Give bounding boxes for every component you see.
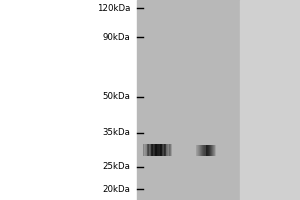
Bar (144, 144, 145, 156)
Bar (145, 144, 146, 156)
Bar (210, 145, 211, 156)
Bar (156, 144, 157, 156)
Bar (206, 145, 207, 156)
Bar (170, 144, 171, 156)
Bar (165, 144, 166, 156)
Bar (205, 145, 206, 156)
Bar (157, 144, 158, 156)
Bar (164, 144, 165, 156)
Bar (202, 145, 203, 156)
Bar (209, 145, 210, 156)
Text: 35kDa: 35kDa (103, 128, 130, 137)
Bar (203, 145, 204, 156)
Bar (208, 145, 209, 156)
Bar (143, 144, 144, 156)
Bar (213, 145, 214, 156)
Bar (163, 144, 164, 156)
Text: 90kDa: 90kDa (103, 33, 130, 42)
Bar (203, 145, 204, 156)
Bar (154, 144, 155, 156)
Bar (158, 144, 159, 156)
Bar (148, 144, 149, 156)
Bar (214, 145, 215, 156)
Bar (159, 144, 160, 156)
Text: 25kDa: 25kDa (103, 162, 130, 171)
Bar (161, 144, 162, 156)
Bar (161, 144, 162, 156)
Bar (202, 145, 203, 156)
Bar (155, 144, 156, 156)
Bar (198, 145, 199, 156)
Bar (145, 144, 146, 156)
Bar (200, 145, 201, 156)
Bar (150, 144, 151, 156)
Bar (156, 144, 157, 156)
Bar (211, 145, 212, 156)
Text: 120kDa: 120kDa (97, 4, 130, 13)
Bar (148, 144, 149, 156)
Bar (196, 145, 197, 156)
Bar (204, 145, 205, 156)
Bar (201, 145, 202, 156)
Bar (152, 144, 153, 156)
Bar (159, 144, 160, 156)
Bar (212, 145, 213, 156)
Bar (166, 144, 167, 156)
Bar (167, 144, 168, 156)
Bar (170, 144, 171, 156)
Bar (199, 145, 200, 156)
Bar (206, 145, 207, 156)
Bar (168, 144, 169, 156)
Bar (209, 145, 210, 156)
Bar (215, 145, 216, 156)
Bar (163, 144, 164, 156)
Bar (171, 144, 172, 156)
Bar (168, 144, 169, 156)
Bar (169, 144, 170, 156)
Bar (212, 145, 213, 156)
Bar (154, 144, 155, 156)
Text: 20kDa: 20kDa (103, 185, 130, 194)
Bar (147, 144, 148, 156)
Bar (196, 145, 197, 156)
Bar (152, 144, 153, 156)
Bar (213, 145, 214, 156)
Bar (165, 144, 166, 156)
Bar (162, 144, 163, 156)
Bar (147, 144, 148, 156)
Bar (240, 0, 300, 200)
Bar (153, 144, 154, 156)
Bar (199, 145, 200, 156)
Text: 50kDa: 50kDa (103, 92, 130, 101)
Bar (150, 144, 151, 156)
Bar (197, 145, 198, 156)
Bar (200, 145, 201, 156)
Bar (136, 0, 240, 200)
Bar (207, 145, 208, 156)
Bar (146, 144, 147, 156)
Bar (143, 144, 144, 156)
Bar (151, 144, 152, 156)
Bar (160, 144, 161, 156)
Bar (0, 0, 136, 200)
Bar (149, 144, 150, 156)
